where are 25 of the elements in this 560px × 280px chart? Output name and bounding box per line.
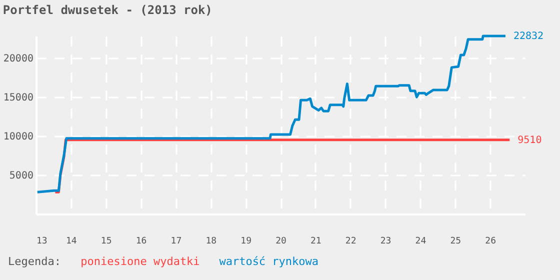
y-tick-label: 20000 (3, 54, 34, 65)
x-tick-label: 17 (170, 236, 182, 246)
x-tick-label: 23 (380, 236, 392, 246)
x-tick-label: 19 (240, 236, 252, 246)
x-tick-label: 20 (276, 236, 286, 246)
data-label: 9510 (518, 134, 542, 146)
text: poniesione wydatki (80, 255, 200, 268)
line-series (36, 34, 507, 194)
x-tick-label: 15 (100, 236, 112, 246)
x-tick-label: 24 (415, 236, 426, 246)
x-tick-label: 13 (36, 236, 48, 246)
x-tick-label: 14 (66, 236, 77, 246)
data-label: 22832 (513, 31, 544, 42)
x-tick-label: 22 (345, 236, 356, 246)
x-tick-label: 21 (310, 236, 322, 246)
x-tick-label: 16 (136, 236, 147, 246)
y-tick-label: 10000 (3, 132, 34, 143)
y-tick-label: 5000 (9, 170, 34, 182)
chart-title: Portfel dwusetek - (2013 rok) (2, 3, 212, 17)
x-tick-label: 26 (485, 236, 496, 246)
x-tick-label: 18 (206, 236, 217, 246)
x-tick-label: 25 (450, 236, 462, 246)
legend-title: Legenda: (8, 255, 61, 268)
y-tick-label: 15000 (3, 92, 34, 104)
text: wartość rynkowa (219, 255, 319, 268)
